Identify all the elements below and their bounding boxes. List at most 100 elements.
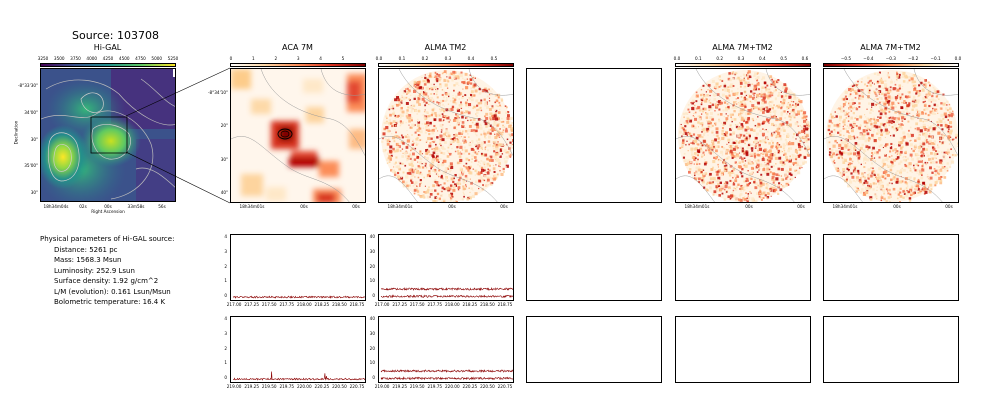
spectrum-y-tick-label: 0 <box>224 293 227 299</box>
spectrum-y-tick-label: 10 <box>369 278 375 284</box>
map-x-tick-label: 00s <box>893 204 901 209</box>
colorbar-tick-label: 0.1 <box>694 56 702 61</box>
colorbar-tick-label: 4750 <box>135 56 146 61</box>
map-y-tick-label: 30" <box>30 190 38 195</box>
spectrum-x-tick-label: 219.00 <box>374 384 390 389</box>
spectrum-x-tick-label: 219.75 <box>427 384 443 389</box>
spectrum-y-tick-label: 40 <box>369 234 375 240</box>
colorbar-tick-label: 0.5 <box>780 56 787 61</box>
higal-xlabel: Right Ascension <box>91 209 125 214</box>
colorbar-tick-label: −0.4 <box>863 56 874 61</box>
spectrum-x-tick-label: 220.00 <box>444 384 460 389</box>
param-bolometric-temperature: Bolometric temperature: 16.4 K <box>54 298 166 306</box>
tm2-map <box>378 68 514 203</box>
colorbar-tick-label: 0.4 <box>467 56 475 61</box>
spectrum-x-tick-label: 217.75 <box>427 302 443 307</box>
spectrum-x-tick-label: 220.25 <box>462 384 478 389</box>
colorbar-tick-label: 0.5 <box>490 56 498 61</box>
spectrum-aca-1 <box>230 234 366 301</box>
physical-parameters: Physical parameters of Hi-GAL source: Di… <box>40 234 174 308</box>
spectrum-line <box>380 294 514 299</box>
spectrum-x-tick-label: 218.50 <box>332 302 347 307</box>
tm2-colorbar <box>378 63 514 67</box>
spectrum-x-tick-label: 219.25 <box>244 384 259 389</box>
spectrum-x-tick-label: 218.75 <box>497 302 513 307</box>
spectrum-x-tick-label: 217.25 <box>244 302 259 307</box>
spectrum-y-tick-label: 30 <box>369 249 375 255</box>
spectrum-tm2-2 <box>378 316 514 383</box>
map-x-tick-label: 18h34m01s <box>239 204 265 209</box>
spectrum-y-tick-label: 20 <box>369 263 375 269</box>
map-y-tick-label: 35'00" <box>24 163 38 168</box>
colorbar-tick-label: 1 <box>252 56 255 61</box>
spectrum-x-tick-label: 217.50 <box>409 302 425 307</box>
7m-tm2-b-title: ALMA 7M+TM2 <box>860 43 921 52</box>
spectrum-y-tick-label: 1 <box>224 360 227 366</box>
colorbar-tick-label: 3500 <box>53 56 65 61</box>
spectrum-x-tick-label: 220.75 <box>497 384 513 389</box>
colorbar-tick-label: 5250 <box>167 56 179 61</box>
colorbar-tick-label: 0.0 <box>375 56 383 61</box>
param-luminosity: Luminosity: 252.9 Lsun <box>54 266 135 275</box>
spectrum-x-tick-label: 219.50 <box>261 384 277 389</box>
spectrum-line <box>232 371 366 381</box>
colorbar-tick-label: 4500 <box>118 56 130 61</box>
colorbar-tick-label: 0.3 <box>444 56 452 61</box>
colorbar-tick-label: 0 <box>229 56 233 61</box>
spectrum-x-tick-label: 219.00 <box>226 384 242 389</box>
map-x-tick-label: 02s <box>79 204 87 209</box>
spectrum-y-tick-label: 2 <box>224 345 227 351</box>
map-x-tick-label: 00s <box>300 204 308 209</box>
spectrum-y-tick-label: 40 <box>369 316 375 322</box>
colorbar-tick-label: 3 <box>296 56 300 61</box>
map-x-tick-label: 00s <box>797 204 805 209</box>
spectrum-x-tick-label: 217.50 <box>261 302 277 307</box>
higal-zoom-box <box>90 116 128 154</box>
map-x-tick-label: 18h34m04s <box>43 204 69 209</box>
colorbar-tick-label: 0.3 <box>737 56 745 61</box>
spectrum-y-tick-label: 20 <box>369 345 375 351</box>
map-y-tick-label: -8°34'10" <box>207 90 228 95</box>
spectrum-y-tick-label: 30 <box>369 331 375 337</box>
param-distance: Distance: 5261 pc <box>54 245 118 254</box>
spectrum-y-tick-label: 4 <box>224 234 227 240</box>
map-y-tick-label: 20" <box>220 123 228 128</box>
params-heading: Physical parameters of Hi-GAL source: <box>40 235 175 243</box>
spectrum-line <box>380 287 514 292</box>
spectrum-y-tick-label: 0 <box>372 293 375 299</box>
colorbar-tick-label: 0.2 <box>421 56 429 61</box>
param-evolution: L/M (evolution): 0.161 Lsun/Msun <box>54 287 171 296</box>
spectrum-x-tick-label: 218.50 <box>480 302 495 307</box>
spectrum-y-tick-label: 0 <box>372 375 375 381</box>
spectrum-x-tick-label: 218.75 <box>349 302 365 307</box>
colorbar-tick-label: 3250 <box>37 56 49 61</box>
tm2-title: ALMA TM2 <box>424 43 467 52</box>
spectrum-empty-2b <box>675 316 811 383</box>
7m-tm2-b-colorbar <box>823 63 959 67</box>
spectrum-x-tick-label: 217.00 <box>374 302 390 307</box>
map-x-tick-label: 00s <box>945 204 953 209</box>
colorbar-tick-label: 0.6 <box>801 56 809 61</box>
map-y-tick-label: 30" <box>30 137 38 142</box>
spectrum-empty-1c <box>823 234 959 301</box>
spectrum-x-tick-label: 219.50 <box>409 384 425 389</box>
colorbar-tick-label: 4 <box>319 56 322 61</box>
map-x-tick-label: 00s <box>448 204 456 209</box>
spectrum-y-tick-label: 4 <box>224 316 227 322</box>
7m-tm2-a-colorbar <box>675 63 811 67</box>
spectrum-x-tick-label: 217.75 <box>279 302 295 307</box>
colorbar-tick-label: 3750 <box>70 56 81 61</box>
7m-tm2-a-title: ALMA 7M+TM2 <box>712 43 773 52</box>
map-y-tick-label: 30" <box>220 157 228 162</box>
spectrum-line <box>232 295 366 299</box>
aca7m-colorbar <box>230 63 366 67</box>
colorbar-tick-label: 0.0 <box>673 56 681 61</box>
spectrum-x-tick-label: 218.00 <box>444 302 460 307</box>
spectrum-x-tick-label: 218.25 <box>314 302 330 307</box>
spectrum-y-tick-label: 10 <box>369 360 375 366</box>
map-x-tick-label: 00s <box>352 204 360 209</box>
spectrum-y-tick-label: 3 <box>224 331 227 337</box>
colorbar-tick-label: 0.1 <box>398 56 406 61</box>
figure-title: Source: 103708 <box>72 29 159 42</box>
spectrum-line <box>380 376 514 381</box>
